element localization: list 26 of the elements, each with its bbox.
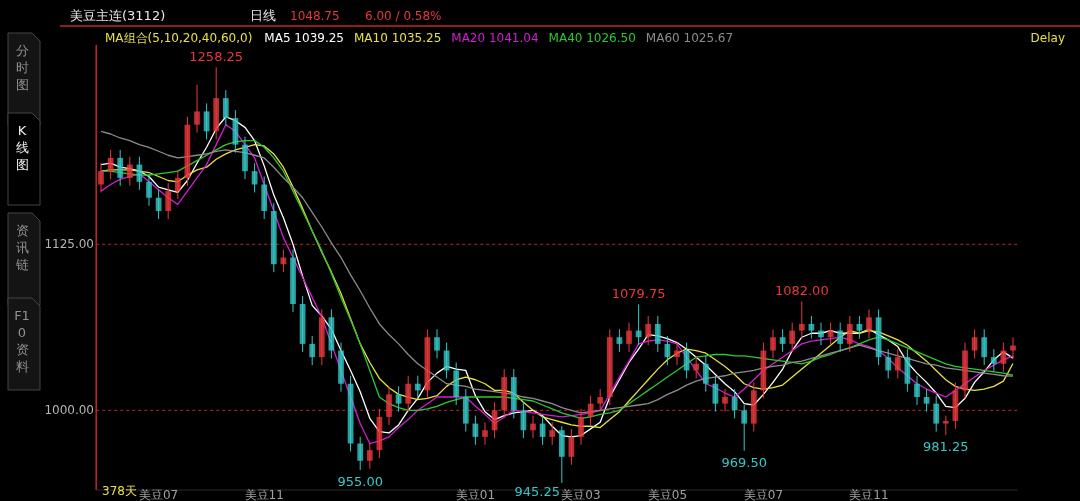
tab: 资讯链 xyxy=(7,212,41,306)
x-tick: 美豆03 xyxy=(561,488,601,501)
annotation: 1048.75 xyxy=(290,9,340,23)
x-tick: 美豆01 xyxy=(455,488,496,501)
x-tick: 美豆11 xyxy=(849,488,889,501)
annotation: 6.00 / 0.58% xyxy=(365,9,442,23)
title: 美豆主连(3112) xyxy=(70,8,166,23)
legend: MA组合(5,10,20,40,60,0) MA5 1039.25 MA10 1035.25 MA20 1041.04 MA40 1026.50 MA60 1025.67 xyxy=(105,31,734,45)
annotation: 378天 xyxy=(102,484,137,498)
x-tick: 美豆11 xyxy=(244,488,284,501)
data-label: 1079.75 xyxy=(611,286,666,302)
data-label: 1258.25 xyxy=(189,49,244,65)
x-tick: 美豆07 xyxy=(138,488,179,501)
tab: K线图 xyxy=(7,112,41,206)
annotation: Delay xyxy=(1030,31,1065,45)
subtitle: 日线 xyxy=(250,8,276,23)
annotation: 945.25 xyxy=(514,484,560,499)
data-label: 981.25 xyxy=(923,439,969,455)
data-label: 969.50 xyxy=(721,454,767,470)
x-tick: 美豆05 xyxy=(647,488,688,501)
data-label: 955.00 xyxy=(337,474,383,490)
y-tick: 1125.00 xyxy=(44,237,94,252)
y-tick: 1000.00 xyxy=(44,403,94,418)
x-tick: 美豆07 xyxy=(743,488,784,501)
data-label: 1082.00 xyxy=(774,283,829,299)
tab: F10资料 xyxy=(7,297,41,391)
